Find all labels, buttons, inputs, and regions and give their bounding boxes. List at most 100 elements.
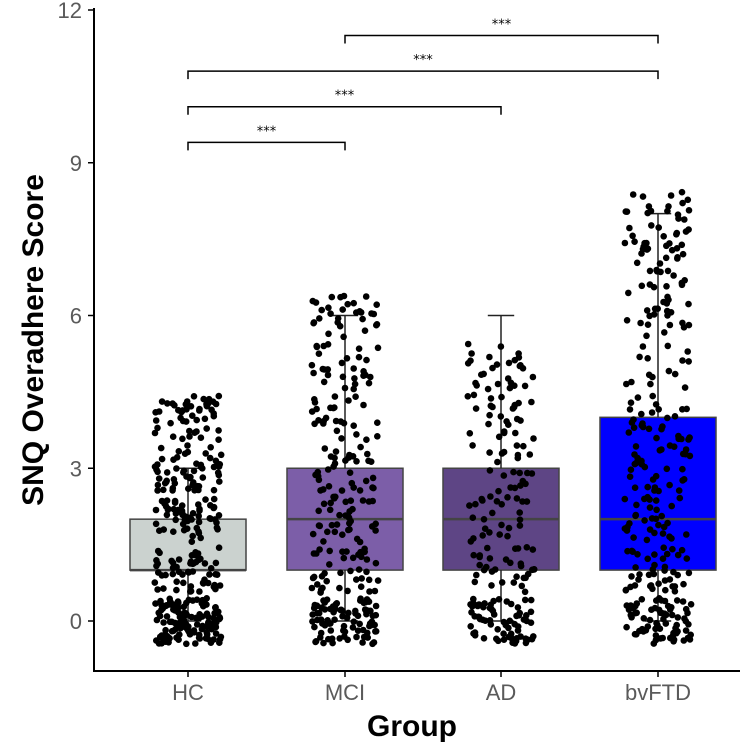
data-point-MCI xyxy=(363,568,370,576)
data-point-AD xyxy=(500,630,507,637)
data-point-AD xyxy=(486,555,494,562)
data-point-MCI xyxy=(356,308,364,315)
data-point-AD xyxy=(484,544,491,552)
data-point-MCI xyxy=(351,380,359,388)
data-point-MCI xyxy=(332,448,340,455)
data-point-bvFTD xyxy=(655,580,662,587)
data-point-MCI xyxy=(325,304,332,312)
data-point-HC xyxy=(206,454,214,462)
data-point-HC xyxy=(210,463,218,471)
data-point-MCI xyxy=(347,517,355,525)
data-point-HC xyxy=(203,425,210,432)
significance-bracket: *** xyxy=(187,124,346,151)
data-point-MCI xyxy=(353,535,361,543)
data-point-bvFTD xyxy=(628,573,635,580)
data-point-AD xyxy=(510,579,518,586)
data-point-AD xyxy=(512,429,519,437)
data-point-bvFTD xyxy=(678,241,686,249)
data-point-HC xyxy=(151,579,159,586)
data-point-bvFTD xyxy=(656,625,664,632)
data-point-MCI xyxy=(322,414,330,422)
data-point-MCI xyxy=(313,550,320,557)
data-point-HC xyxy=(169,570,177,578)
data-point-HC xyxy=(211,609,218,617)
plot-area: *** *** *** *** xyxy=(129,17,717,648)
data-point-MCI xyxy=(345,397,352,404)
data-point-MCI xyxy=(320,486,327,493)
data-point-HC xyxy=(212,400,220,408)
data-point-MCI xyxy=(313,342,321,350)
data-point-MCI xyxy=(355,551,362,558)
data-point-MCI xyxy=(339,306,347,313)
data-point-MCI xyxy=(311,623,318,631)
data-point-MCI xyxy=(365,598,373,605)
data-point-bvFTD xyxy=(681,216,688,223)
data-point-HC xyxy=(171,402,178,409)
data-point-bvFTD xyxy=(629,232,636,240)
data-point-MCI xyxy=(370,484,377,492)
data-point-MCI xyxy=(374,433,381,440)
data-point-AD xyxy=(523,544,531,551)
data-point-MCI xyxy=(369,640,376,648)
data-point-AD xyxy=(511,640,519,647)
data-point-AD xyxy=(514,451,522,459)
data-point-bvFTD xyxy=(666,481,673,489)
data-point-HC xyxy=(180,579,187,587)
data-point-HC xyxy=(197,434,205,442)
data-point-AD xyxy=(486,529,493,536)
data-point-bvFTD xyxy=(652,636,660,644)
x-axis-title: Group xyxy=(367,710,457,743)
data-point-bvFTD xyxy=(652,472,660,480)
data-point-AD xyxy=(504,494,511,501)
data-point-HC xyxy=(156,527,163,534)
data-point-bvFTD xyxy=(664,519,671,527)
x-tick-label: HC xyxy=(172,680,204,705)
data-point-HC xyxy=(162,503,170,510)
data-point-bvFTD xyxy=(650,283,658,291)
data-point-bvFTD xyxy=(674,211,682,218)
data-point-bvFTD xyxy=(683,531,690,538)
data-point-AD xyxy=(497,413,505,420)
data-point-MCI xyxy=(353,458,360,465)
data-point-AD xyxy=(520,442,527,450)
data-point-HC xyxy=(173,465,180,472)
data-point-MCI xyxy=(350,365,358,372)
data-point-bvFTD xyxy=(647,582,655,589)
data-point-MCI xyxy=(324,341,332,348)
data-point-bvFTD xyxy=(663,550,671,558)
data-point-HC xyxy=(175,556,183,563)
data-point-HC xyxy=(152,506,160,514)
data-point-bvFTD xyxy=(649,373,656,381)
data-point-HC xyxy=(213,519,220,526)
data-point-AD xyxy=(516,522,524,529)
data-point-MCI xyxy=(328,293,336,301)
data-point-HC xyxy=(184,568,192,576)
data-point-HC xyxy=(184,442,191,449)
data-point-AD xyxy=(489,364,496,372)
data-point-bvFTD xyxy=(633,259,641,267)
data-point-HC xyxy=(176,631,183,638)
data-point-bvFTD xyxy=(660,615,667,623)
data-point-HC xyxy=(152,417,160,424)
data-point-bvFTD xyxy=(673,231,680,238)
data-point-bvFTD xyxy=(674,614,682,621)
data-point-AD xyxy=(494,458,501,466)
data-point-MCI xyxy=(310,369,317,377)
data-point-bvFTD xyxy=(638,422,646,429)
data-point-MCI xyxy=(324,371,332,379)
data-point-AD xyxy=(498,579,506,586)
data-point-AD xyxy=(511,484,519,492)
data-point-AD xyxy=(480,566,488,574)
data-point-HC xyxy=(152,600,159,607)
data-point-HC xyxy=(212,585,219,593)
data-point-AD xyxy=(504,532,511,540)
data-point-AD xyxy=(498,521,505,529)
data-point-MCI xyxy=(347,497,355,505)
data-point-HC xyxy=(167,419,174,427)
data-point-bvFTD xyxy=(641,239,648,247)
data-point-MCI xyxy=(374,577,382,584)
data-point-MCI xyxy=(333,427,341,435)
data-point-bvFTD xyxy=(644,483,651,491)
group-MCI xyxy=(286,292,404,648)
data-point-HC xyxy=(158,455,166,463)
